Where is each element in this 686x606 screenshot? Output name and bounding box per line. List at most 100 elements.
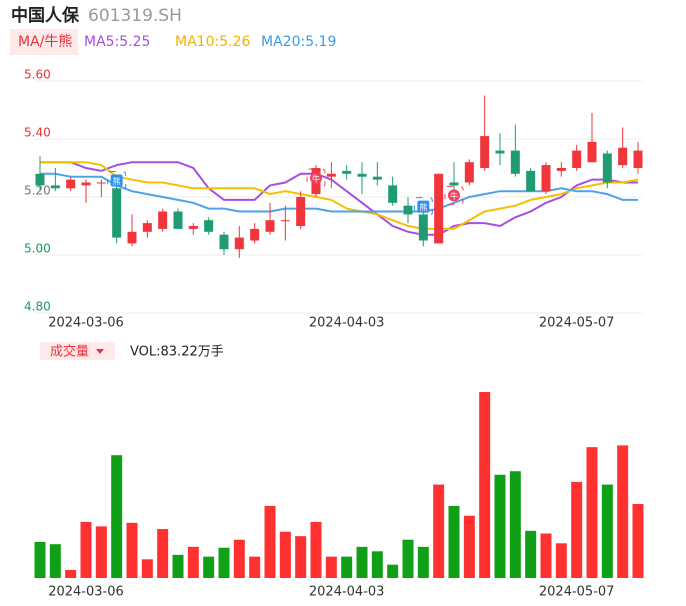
ma10-label: MA10:5.26 — [175, 34, 250, 50]
volume-bar — [65, 569, 77, 578]
candle-body — [372, 176, 382, 180]
volume-bar — [141, 559, 153, 578]
volume-bar — [264, 505, 276, 578]
y-tick-label: 5.20 — [24, 184, 51, 198]
volume-x-tick-label: 2024-05-07 — [539, 585, 615, 600]
candle-body — [127, 231, 137, 244]
volume-x-tick-label: 2024-03-06 — [48, 585, 124, 600]
volume-bar — [95, 526, 107, 578]
volume-bar — [279, 531, 291, 578]
volume-bar — [448, 505, 460, 578]
candle-body — [342, 170, 352, 174]
volume-bar — [310, 521, 322, 578]
mode-bg[interactable] — [10, 29, 78, 55]
candle-body — [449, 182, 459, 186]
y-tick-label: 5.40 — [24, 126, 51, 140]
volume-bar — [325, 556, 337, 578]
volume-tab[interactable] — [40, 342, 115, 360]
volume-bar — [249, 556, 261, 578]
volume-title[interactable]: 成交量 — [50, 344, 89, 360]
badge-label: 牛 — [312, 174, 320, 184]
candle-body — [96, 182, 106, 184]
candle-body — [265, 220, 275, 232]
badge-label: 牛 — [450, 191, 458, 201]
candle-body — [403, 205, 413, 215]
volume-x-tick-label: 2024-04-03 — [309, 585, 385, 600]
volume-bar — [356, 546, 368, 578]
candle-body — [602, 153, 612, 183]
volume-bar — [463, 515, 475, 578]
volume-bar — [157, 529, 169, 578]
volume-bar — [80, 521, 92, 578]
badge — [448, 189, 460, 202]
volume-bar — [111, 455, 123, 578]
ma-line — [40, 161, 639, 230]
y-tick-label: 5.00 — [24, 242, 51, 256]
volume-bar — [126, 522, 138, 578]
candle-body — [418, 214, 428, 241]
candle-body — [250, 228, 260, 241]
candle-body — [50, 185, 60, 189]
volume-bar — [218, 547, 230, 578]
y-tick-label: 5.60 — [24, 68, 51, 82]
badge-frame — [444, 185, 464, 205]
badge-label: 熊 — [419, 202, 427, 212]
volume-bar — [402, 539, 414, 578]
volume-bar — [509, 471, 521, 578]
volume-summary: VOL:83.22万手 — [130, 345, 224, 360]
badge-frame — [306, 168, 326, 188]
x-tick-label: 2024-05-07 — [539, 316, 615, 331]
candle-body — [556, 168, 566, 171]
candle-body — [480, 136, 490, 168]
volume-bar — [571, 481, 583, 578]
x-tick-label: 2024-03-06 — [48, 316, 124, 331]
volume-bar — [433, 484, 445, 578]
candle-body — [280, 220, 290, 222]
volume-bar — [601, 484, 613, 578]
candle-body — [158, 211, 168, 229]
candle-body — [219, 234, 229, 250]
stock-name: 中国人保 — [11, 5, 80, 26]
candle-body — [510, 150, 520, 174]
candle-body — [587, 141, 597, 163]
stock-code: 601319.SH — [88, 6, 182, 26]
volume-bar — [586, 447, 598, 578]
badge — [310, 172, 322, 184]
volume-bar — [417, 546, 429, 578]
badge — [110, 174, 123, 187]
candle-body — [234, 237, 244, 250]
volume-bar — [187, 546, 199, 578]
ma5-label: MA5:5.25 — [84, 34, 150, 50]
volume-bar — [295, 536, 307, 578]
candle-body — [572, 150, 582, 168]
candle-body — [618, 147, 628, 166]
ma20-label: MA20:5.19 — [261, 34, 336, 50]
volume-bar — [387, 564, 399, 578]
candle-body — [464, 162, 474, 183]
volume-bar — [525, 530, 537, 578]
candle-body — [495, 150, 505, 154]
volume-bar — [540, 533, 552, 578]
volume-bar — [341, 556, 353, 578]
volume-bar — [617, 445, 629, 578]
ma-line — [40, 172, 638, 213]
candle-body — [81, 182, 91, 186]
volume-bar — [479, 392, 491, 578]
candle-body — [633, 150, 643, 168]
volume-bar — [34, 541, 46, 578]
dropdown-arrow[interactable] — [96, 349, 104, 354]
candle-body — [541, 165, 551, 192]
mode-label[interactable]: MA/牛熊 — [18, 34, 72, 50]
candle-body — [357, 173, 367, 177]
candle-body — [142, 223, 152, 232]
candle-body — [434, 173, 444, 244]
ma-line — [40, 161, 638, 236]
badge-frame — [413, 197, 433, 217]
candle-body — [188, 226, 198, 229]
volume-bar — [203, 556, 215, 578]
badge — [417, 200, 430, 213]
candle-body — [204, 220, 214, 232]
candle-body — [66, 179, 76, 189]
candle-body — [388, 185, 398, 203]
